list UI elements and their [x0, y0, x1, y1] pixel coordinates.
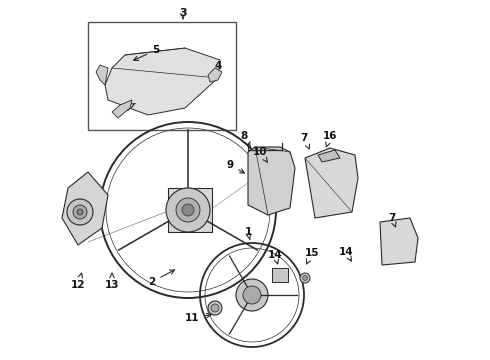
- Text: 7: 7: [388, 213, 396, 227]
- Circle shape: [67, 199, 93, 225]
- Circle shape: [208, 301, 222, 315]
- Text: 1: 1: [245, 227, 252, 240]
- Text: 13: 13: [105, 273, 119, 290]
- Circle shape: [243, 286, 261, 304]
- Circle shape: [176, 198, 200, 222]
- Text: 16: 16: [323, 131, 337, 147]
- Circle shape: [166, 188, 210, 232]
- Text: 6: 6: [122, 103, 135, 113]
- Polygon shape: [305, 148, 358, 218]
- Polygon shape: [380, 218, 418, 265]
- Circle shape: [300, 273, 310, 283]
- Text: 11: 11: [185, 313, 211, 323]
- Polygon shape: [112, 100, 132, 118]
- Polygon shape: [318, 150, 340, 162]
- Text: 15: 15: [305, 248, 319, 264]
- Polygon shape: [105, 48, 220, 115]
- Text: 3: 3: [179, 8, 187, 18]
- Bar: [88, 22, 236, 130]
- Text: 10: 10: [253, 147, 268, 162]
- Text: 14: 14: [339, 247, 353, 261]
- Text: 14: 14: [268, 250, 282, 264]
- Text: 12: 12: [71, 273, 85, 290]
- Polygon shape: [272, 268, 288, 282]
- Text: 8: 8: [241, 131, 250, 147]
- Circle shape: [73, 205, 87, 219]
- Circle shape: [77, 209, 83, 215]
- Polygon shape: [62, 172, 108, 245]
- Circle shape: [182, 204, 194, 216]
- Polygon shape: [96, 65, 108, 85]
- Circle shape: [302, 275, 308, 280]
- Polygon shape: [208, 68, 222, 82]
- Circle shape: [236, 279, 268, 311]
- Text: 5: 5: [134, 45, 160, 60]
- Text: 2: 2: [148, 270, 174, 287]
- Text: 4: 4: [213, 61, 221, 75]
- Text: 9: 9: [226, 160, 245, 173]
- Polygon shape: [248, 147, 295, 215]
- Text: 7: 7: [300, 133, 310, 149]
- Polygon shape: [168, 188, 212, 232]
- Circle shape: [211, 304, 219, 312]
